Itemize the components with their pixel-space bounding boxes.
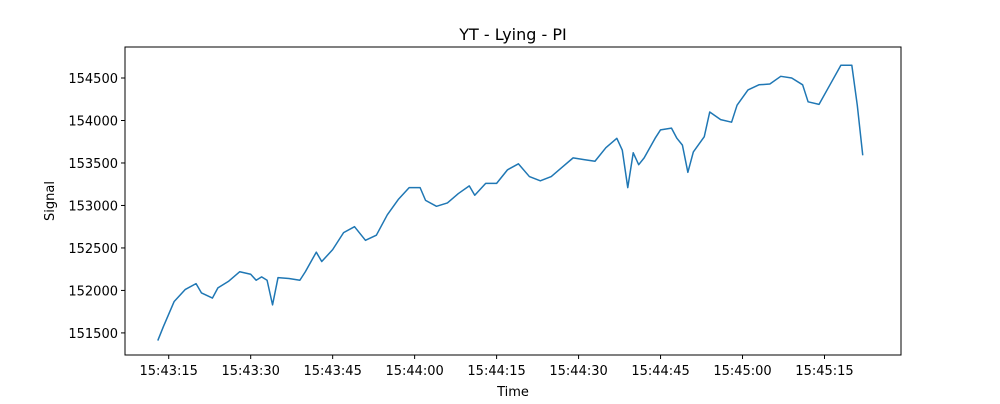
x-tick-label: 15:43:30 bbox=[221, 364, 279, 379]
x-tick-label: 15:44:00 bbox=[385, 364, 443, 379]
y-axis-label: Signal bbox=[43, 181, 58, 221]
x-tick-label: 15:44:30 bbox=[549, 364, 607, 379]
x-tick-label: 15:44:15 bbox=[467, 364, 525, 379]
y-tick-label: 154500 bbox=[68, 72, 118, 87]
x-tick-label: 15:45:00 bbox=[713, 364, 771, 379]
x-tick-label: 15:45:15 bbox=[795, 364, 853, 379]
chart-title: YT - Lying - PI bbox=[458, 25, 566, 44]
x-axis-label: Time bbox=[496, 385, 529, 400]
y-tick-label: 151500 bbox=[68, 327, 118, 342]
y-tick-label: 153500 bbox=[68, 157, 118, 172]
y-tick-label: 153000 bbox=[68, 199, 118, 214]
x-tick-label: 15:43:15 bbox=[140, 364, 198, 379]
y-tick-label: 152000 bbox=[68, 284, 118, 299]
x-tick-label: 15:43:45 bbox=[303, 364, 361, 379]
y-tick-label: 152500 bbox=[68, 242, 118, 257]
x-tick-label: 15:44:45 bbox=[631, 364, 689, 379]
axes-frame bbox=[124, 46, 902, 356]
y-tick-label: 154000 bbox=[68, 114, 118, 129]
signal-line bbox=[157, 64, 864, 341]
